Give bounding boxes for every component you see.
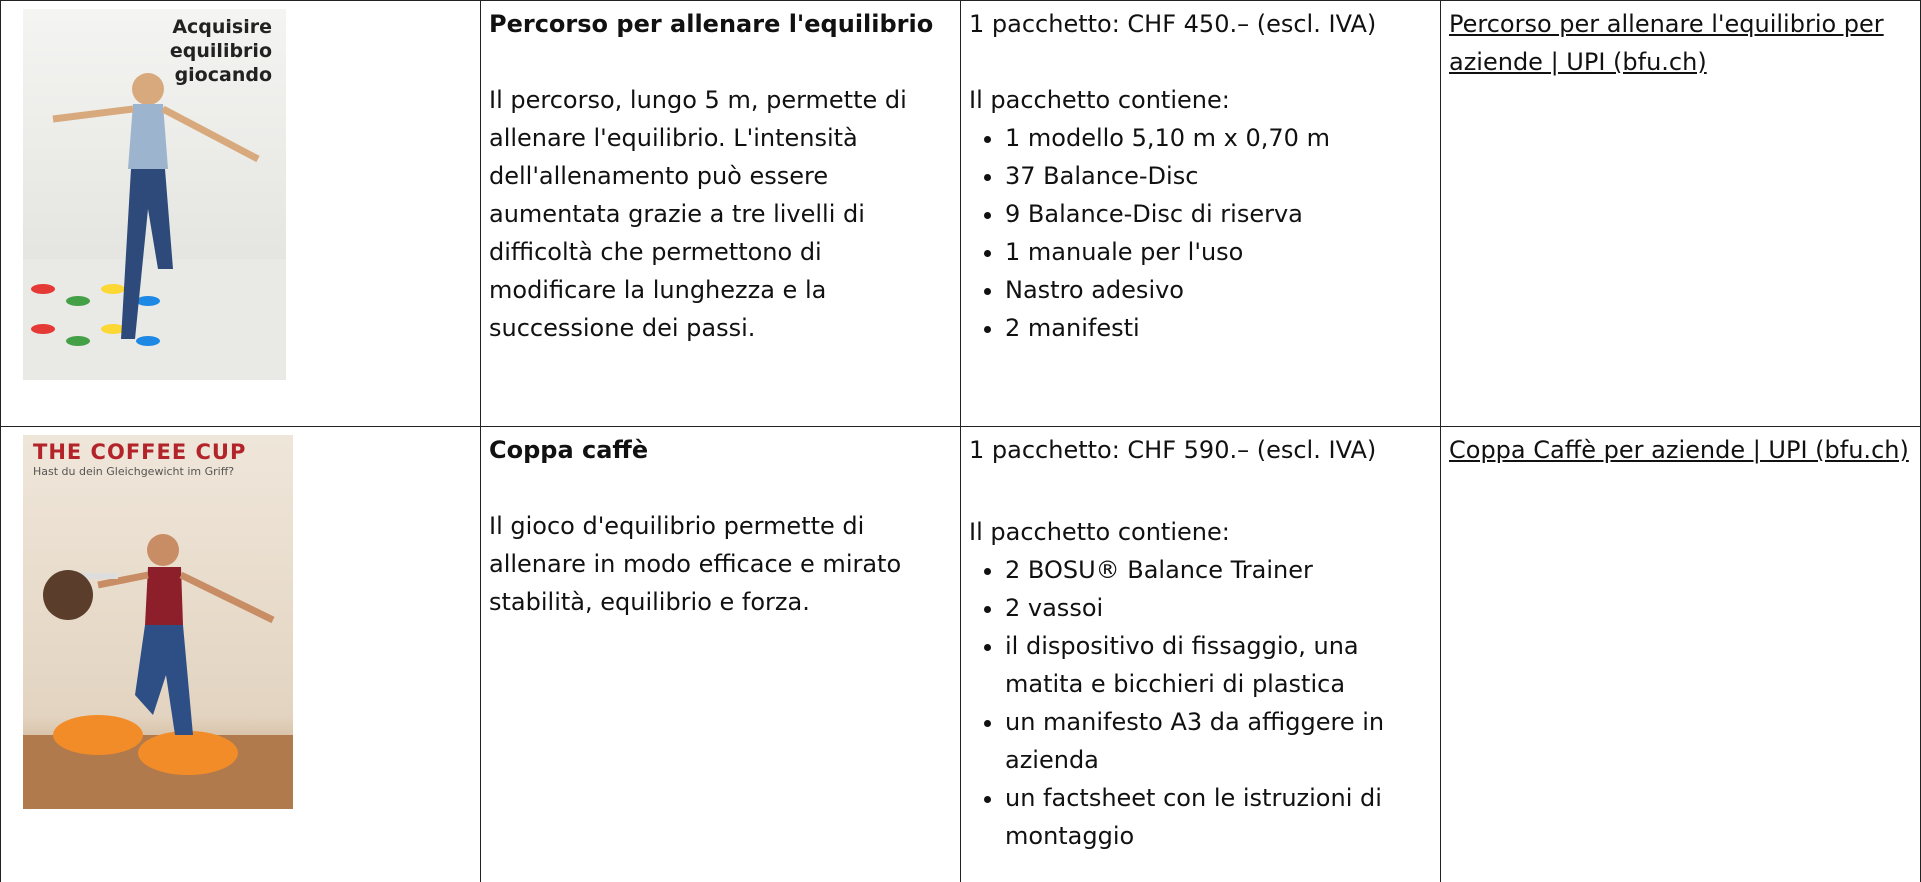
package-item: Nastro adesivo bbox=[1005, 271, 1432, 309]
package-item: 2 BOSU® Balance Trainer bbox=[1005, 551, 1432, 589]
product-description: Il percorso, lungo 5 m, permette di alle… bbox=[489, 86, 907, 342]
package-price: 1 pacchetto: CHF 590.– (escl. IVA) bbox=[969, 436, 1377, 464]
poster-art bbox=[23, 534, 293, 809]
package-intro: Il pacchetto contiene: bbox=[969, 86, 1230, 114]
package-cell: 1 pacchetto: CHF 590.– (escl. IVA) Il pac… bbox=[960, 426, 1441, 882]
table-row: Acquisire equilibrio giocando Percorso pe… bbox=[0, 0, 1921, 427]
package-item: 1 manuale per l'uso bbox=[1005, 233, 1432, 271]
image-cell: THE COFFEE CUP Hast du dein Gleichgewicht… bbox=[0, 426, 481, 882]
poster-title: THE COFFEE CUP bbox=[33, 440, 247, 464]
product-link[interactable]: Percorso per allenare l'equilibrio per a… bbox=[1449, 10, 1884, 76]
package-item: un manifesto A3 da affiggere in azienda bbox=[1005, 703, 1432, 779]
package-item: il dispositivo di fissaggio, una matita … bbox=[1005, 627, 1432, 703]
table-row: THE COFFEE CUP Hast du dein Gleichgewicht… bbox=[0, 426, 1921, 882]
package-items: 1 modello 5,10 m x 0,70 m37 Balance-Disc… bbox=[969, 119, 1432, 347]
product-link[interactable]: Coppa Caffè per aziende | UPI (bfu.ch) bbox=[1449, 436, 1909, 464]
image-cell: Acquisire equilibrio giocando bbox=[0, 0, 481, 427]
link-cell: Percorso per allenare l'equilibrio per a… bbox=[1440, 0, 1921, 427]
package-cell: 1 pacchetto: CHF 450.– (escl. IVA) Il pac… bbox=[960, 0, 1441, 427]
product-name: Percorso per allenare l'equilibrio bbox=[489, 10, 934, 38]
poster-art bbox=[23, 73, 286, 380]
package-price: 1 pacchetto: CHF 450.– (escl. IVA) bbox=[969, 10, 1377, 38]
package-intro: Il pacchetto contiene: bbox=[969, 518, 1230, 546]
package-item: 2 vassoi bbox=[1005, 589, 1432, 627]
poster-subtitle: Hast du dein Gleichgewicht im Griff? bbox=[33, 465, 235, 478]
poster: Acquisire equilibrio giocando bbox=[23, 9, 286, 380]
product-name: Coppa caffè bbox=[489, 436, 649, 464]
package-item: un factsheet con le istruzioni di montag… bbox=[1005, 779, 1432, 855]
product-cell: Percorso per allenare l'equilibrio Il per… bbox=[480, 0, 961, 427]
package-items: 2 BOSU® Balance Trainer2 vassoiil dispos… bbox=[969, 551, 1432, 855]
link-cell: Coppa Caffè per aziende | UPI (bfu.ch) bbox=[1440, 426, 1921, 882]
package-item: 9 Balance-Disc di riserva bbox=[1005, 195, 1432, 233]
package-item: 2 manifesti bbox=[1005, 309, 1432, 347]
package-item: 1 modello 5,10 m x 0,70 m bbox=[1005, 119, 1432, 157]
product-cell: Coppa caffè Il gioco d'equilibrio permett… bbox=[480, 426, 961, 882]
poster-title: Acquisire equilibrio giocando bbox=[169, 16, 272, 86]
product-description: Il gioco d'equilibrio permette di allena… bbox=[489, 512, 902, 616]
poster: THE COFFEE CUP Hast du dein Gleichgewicht… bbox=[23, 435, 293, 809]
package-item: 37 Balance-Disc bbox=[1005, 157, 1432, 195]
